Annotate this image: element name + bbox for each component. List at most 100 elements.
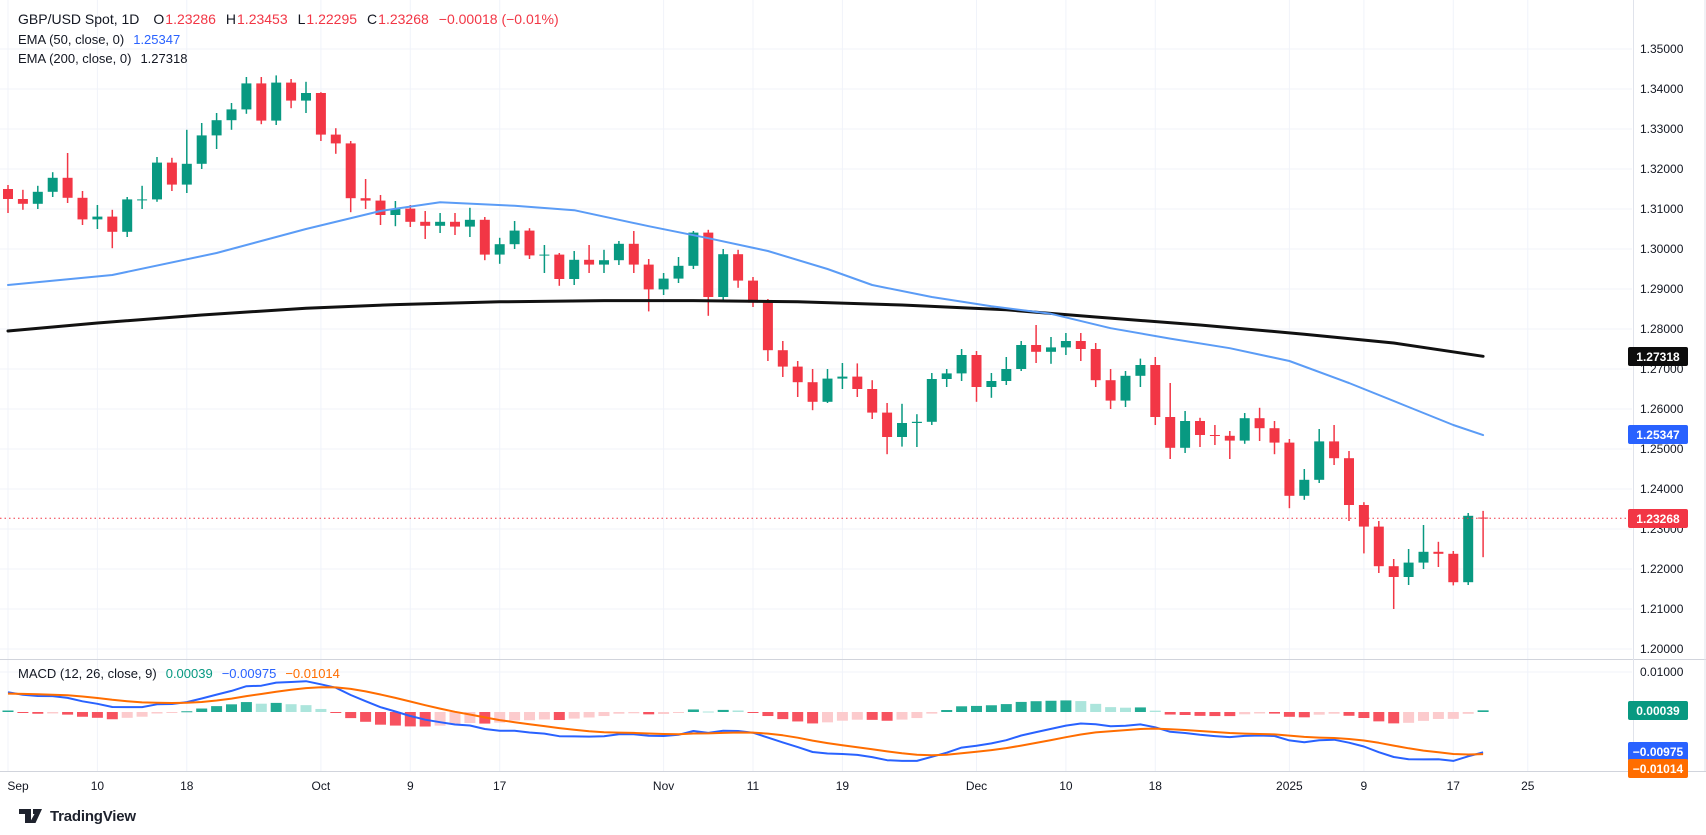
macd-signal-box: −0.01014 bbox=[1628, 759, 1688, 778]
macd-line-box: −0.00975 bbox=[1628, 742, 1688, 761]
tradingview-logo[interactable]: TradingView bbox=[18, 806, 136, 826]
close-label: C bbox=[367, 11, 378, 27]
candle-body bbox=[211, 120, 222, 136]
time-tick-label: 11 bbox=[746, 779, 760, 793]
macd-histogram-bar bbox=[494, 712, 506, 723]
time-tick-label: Dec bbox=[965, 779, 988, 793]
macd-histogram-bar bbox=[717, 709, 729, 712]
candle-body bbox=[1418, 551, 1429, 563]
candle-body bbox=[986, 381, 997, 387]
time-tick-label: 10 bbox=[90, 779, 105, 793]
candle-body bbox=[241, 83, 252, 110]
candle-body bbox=[435, 221, 446, 226]
macd-label: MACD (12, 26, close, 9) bbox=[18, 666, 157, 681]
candle-body bbox=[673, 265, 684, 279]
candle-body bbox=[643, 264, 654, 290]
macd-histogram-bar bbox=[687, 709, 699, 712]
candle-body bbox=[405, 208, 416, 222]
macd-histogram-bar bbox=[1343, 712, 1355, 716]
candle-body bbox=[1120, 375, 1131, 401]
candle-body bbox=[1016, 345, 1027, 369]
macd-histogram-bar bbox=[926, 712, 938, 714]
macd-histogram-bar bbox=[613, 712, 625, 714]
symbol-legend-row[interactable]: GBP/USD Spot, 1D O 1.23286 H 1.23453 L 1.22… bbox=[18, 11, 559, 27]
price-tick-label: 1.32000 bbox=[1640, 162, 1684, 176]
macd-histogram-bar bbox=[91, 712, 103, 718]
price-tick-label: 1.24000 bbox=[1640, 482, 1684, 496]
macd-histogram-bar bbox=[1030, 701, 1042, 712]
candle-body bbox=[1329, 441, 1340, 459]
candle-body bbox=[107, 216, 118, 232]
macd-histogram-bar bbox=[985, 705, 997, 712]
candle-body bbox=[420, 221, 431, 226]
time-tick-label: 9 bbox=[406, 779, 414, 793]
macd-histogram-bar bbox=[1000, 704, 1012, 712]
macd-histogram-bar bbox=[62, 712, 74, 715]
candle-body bbox=[1239, 418, 1250, 441]
macd-histogram-bar bbox=[1105, 707, 1117, 712]
time-tick-label: 17 bbox=[493, 779, 507, 793]
candle-body bbox=[509, 230, 520, 245]
macd-histogram-bar bbox=[1432, 712, 1444, 719]
candle-body bbox=[524, 230, 535, 256]
candle-body bbox=[17, 199, 28, 204]
macd-histogram-bar bbox=[1164, 712, 1176, 715]
ema200-legend-row[interactable]: EMA (200, close, 0) 1.27318 bbox=[18, 51, 187, 66]
macd-line bbox=[7, 680, 1484, 762]
macd-histogram-bar bbox=[330, 712, 342, 713]
candle-body bbox=[1433, 551, 1444, 554]
candle-body bbox=[867, 389, 878, 413]
macd-histogram-bar bbox=[375, 712, 386, 725]
candle-body bbox=[1209, 435, 1220, 436]
macd-histogram-bar bbox=[1090, 703, 1102, 712]
candle-body bbox=[330, 134, 341, 144]
macd-legend-row[interactable]: MACD (12, 26, close, 9) 0.00039 −0.00975… bbox=[18, 666, 340, 681]
candle-body bbox=[1180, 421, 1191, 448]
candle-body bbox=[494, 244, 505, 255]
price-tick-label: 1.25000 bbox=[1640, 442, 1684, 456]
ema50-legend-row[interactable]: EMA (50, close, 0) 1.25347 bbox=[18, 32, 180, 47]
candle-body bbox=[1358, 505, 1369, 527]
macd-histogram-bar bbox=[747, 712, 759, 713]
macd-histogram-bar bbox=[136, 712, 148, 717]
macd-histogram-bar bbox=[956, 706, 968, 712]
macd-histogram-bar bbox=[1477, 710, 1489, 712]
macd-histogram-bar bbox=[449, 712, 461, 725]
macd-histogram-bar bbox=[1373, 712, 1385, 722]
candle-body bbox=[286, 82, 297, 101]
price-tick-label: 1.35000 bbox=[1640, 42, 1684, 56]
macd-histogram-bar bbox=[1060, 700, 1072, 712]
candle-body bbox=[1284, 442, 1295, 496]
macd-histogram-bar bbox=[941, 710, 953, 712]
last-price-box: 1.23268 bbox=[1628, 509, 1688, 528]
candle-body bbox=[1403, 562, 1414, 577]
candle-body bbox=[1105, 380, 1116, 401]
time-tick-label: 18 bbox=[1148, 779, 1162, 793]
macd-histogram-bar bbox=[300, 705, 312, 712]
candle-body bbox=[539, 254, 550, 256]
macd-histogram-bar bbox=[106, 712, 118, 720]
macd-histogram-bar bbox=[1194, 712, 1206, 716]
candle-body bbox=[941, 373, 952, 379]
macd-line-value: −0.00975 bbox=[221, 666, 277, 681]
macd-histogram-bar bbox=[1283, 712, 1295, 717]
macd-histogram-bar bbox=[47, 712, 59, 714]
candle-body bbox=[1075, 341, 1086, 349]
candle-body bbox=[911, 421, 922, 423]
candle-body bbox=[450, 221, 460, 227]
candle-body bbox=[926, 379, 937, 422]
candle-body bbox=[464, 219, 475, 227]
candle-body bbox=[777, 350, 788, 367]
time-tick-label: 19 bbox=[835, 779, 850, 793]
macd-histogram-bar bbox=[1179, 712, 1191, 715]
macd-histogram-bar bbox=[538, 712, 550, 720]
candle-body bbox=[852, 376, 863, 389]
change-value: −0.00018 (−0.01%) bbox=[438, 11, 559, 27]
time-tick-label: Oct bbox=[311, 779, 331, 793]
candle-body bbox=[1478, 517, 1489, 519]
open-value: 1.23286 bbox=[165, 11, 216, 27]
macd-histogram-bar bbox=[240, 702, 252, 712]
macd-histogram-bar bbox=[434, 712, 446, 726]
macd-histogram-bar bbox=[17, 712, 29, 713]
